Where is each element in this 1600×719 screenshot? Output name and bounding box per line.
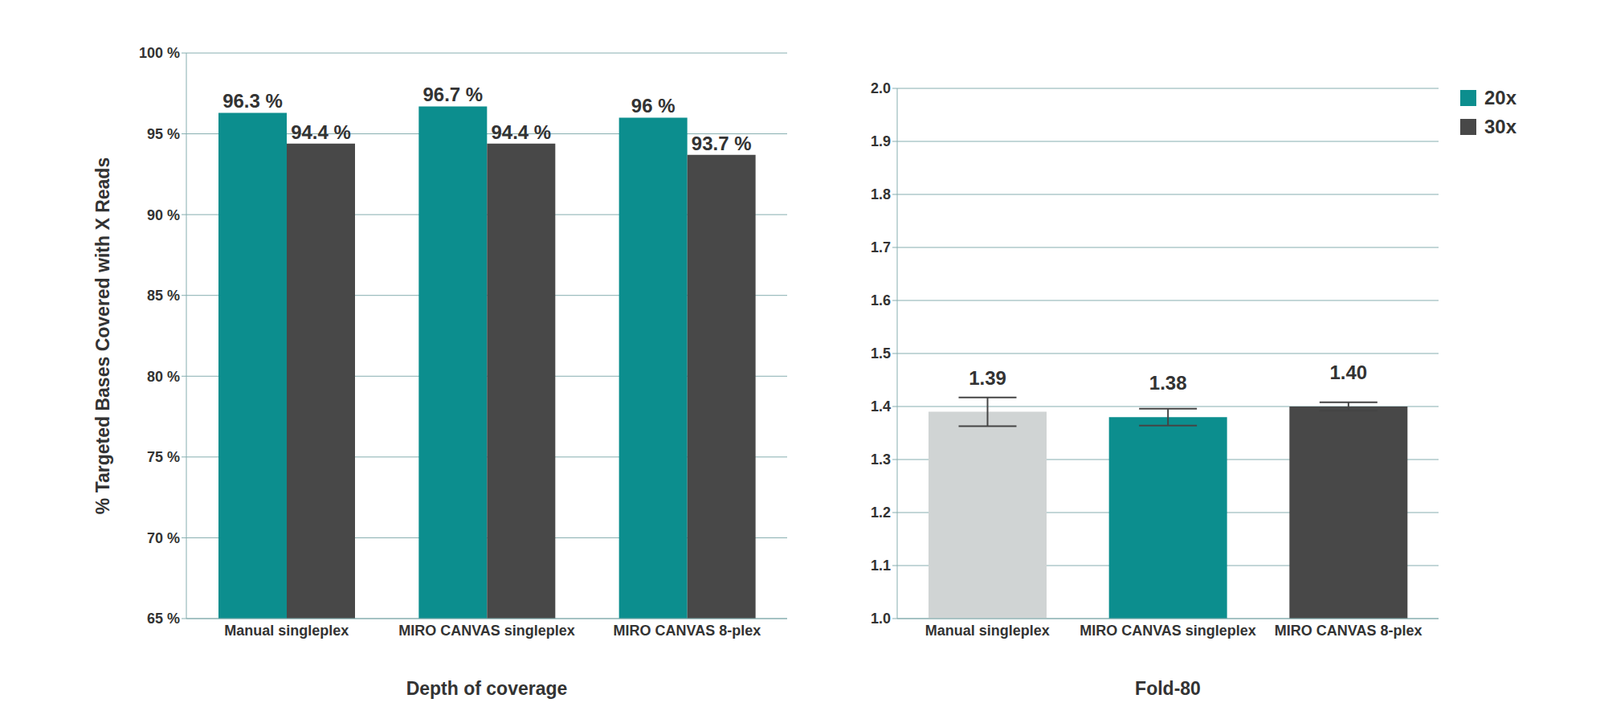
svg-text:1.8: 1.8 (870, 186, 891, 203)
svg-text:1.9: 1.9 (870, 133, 891, 150)
svg-text:80 %: 80 % (146, 368, 180, 385)
svg-text:Depth of coverage: Depth of coverage (406, 677, 568, 699)
svg-text:1.38: 1.38 (1149, 371, 1188, 394)
svg-text:MIRO CANVAS singleplex: MIRO CANVAS singleplex (1079, 622, 1257, 639)
svg-text:96 %: 96 % (631, 94, 676, 117)
svg-text:% Targeted Bases Covered with: % Targeted Bases Covered with X Reads (92, 157, 114, 515)
svg-text:MIRO CANVAS 8-plex: MIRO CANVAS 8-plex (1274, 622, 1423, 639)
svg-text:95 %: 95 % (146, 126, 180, 143)
svg-text:1.1: 1.1 (870, 557, 891, 574)
svg-text:MIRO CANVAS singleplex: MIRO CANVAS singleplex (398, 622, 576, 639)
svg-text:96.3 %: 96.3 % (222, 89, 283, 112)
svg-text:1.7: 1.7 (870, 239, 891, 256)
html-text:20x: 20x (1484, 86, 1517, 109)
svg-text:90 %: 90 % (146, 207, 180, 224)
svg-text:MIRO CANVAS 8-plex: MIRO CANVAS 8-plex (612, 622, 761, 639)
svg-text:100 %: 100 % (138, 44, 180, 62)
svg-text:1.5: 1.5 (870, 345, 891, 362)
svg-text:94.4 %: 94.4 % (490, 121, 552, 143)
svg-text:94.4 %: 94.4 % (290, 121, 352, 143)
svg-text:93.7 %: 93.7 % (691, 132, 752, 155)
svg-text:65 %: 65 % (146, 610, 180, 627)
html-text:30x: 30x (1484, 115, 1517, 138)
svg-text:1.39: 1.39 (968, 367, 1007, 389)
svg-text:70 %: 70 % (146, 530, 180, 547)
svg-text:85 %: 85 % (146, 287, 180, 304)
svg-text:Manual singleplex: Manual singleplex (925, 622, 1050, 639)
svg-text:1.3: 1.3 (870, 451, 891, 468)
svg-text:1.0: 1.0 (870, 610, 891, 627)
svg-text:1.4: 1.4 (870, 398, 891, 415)
svg-text:Manual singleplex: Manual singleplex (224, 622, 349, 639)
svg-text:1.40: 1.40 (1329, 361, 1368, 384)
svg-text:75 %: 75 % (146, 448, 180, 466)
svg-text:1.2: 1.2 (870, 504, 891, 521)
svg-text:96.7 %: 96.7 % (422, 83, 483, 106)
svg-text:Fold-80: Fold-80 (1134, 677, 1201, 699)
svg-text:2.0: 2.0 (870, 80, 891, 97)
svg-text:1.6: 1.6 (870, 292, 891, 309)
